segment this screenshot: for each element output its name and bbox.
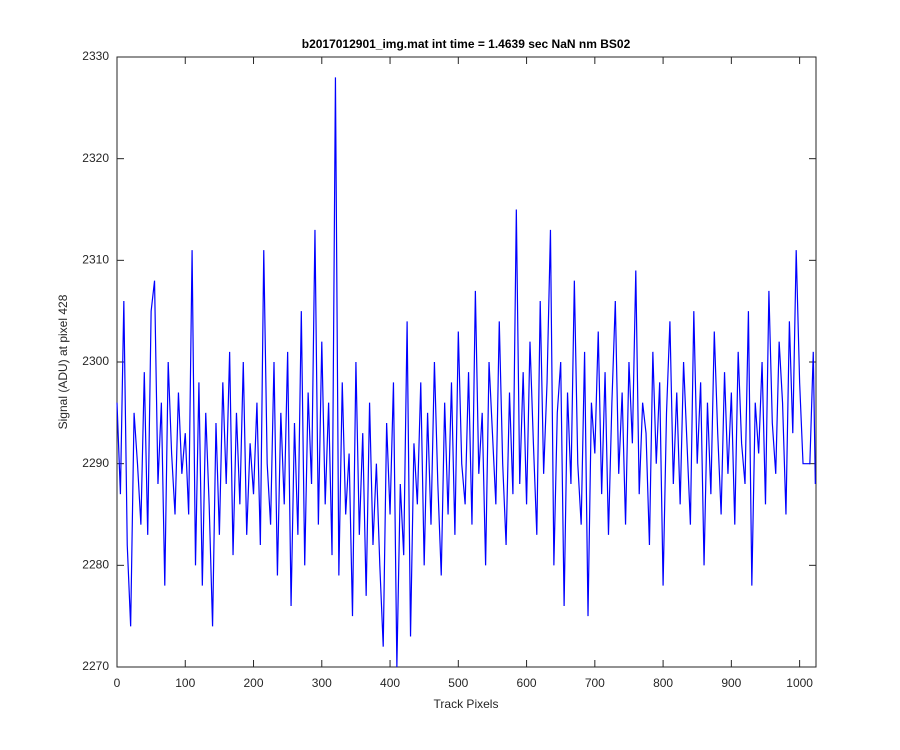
y-tick-label: 2310 [82, 253, 109, 267]
x-tick-label: 700 [585, 676, 605, 690]
x-tick-label: 900 [721, 676, 741, 690]
y-tick-label: 2280 [82, 558, 109, 572]
x-axis-label: Track Pixels [434, 697, 499, 711]
plot-area [116, 56, 817, 668]
x-tick-label: 500 [448, 676, 468, 690]
chart-title: b2017012901_img.mat int time = 1.4639 se… [302, 37, 631, 51]
y-axis-label: Signal (ADU) at pixel 428 [56, 294, 70, 429]
x-tick-label: 200 [244, 676, 264, 690]
data-line [116, 77, 816, 668]
x-tick-label: 600 [517, 676, 537, 690]
x-tick-label: 0 [114, 676, 121, 690]
y-tick-label: 2290 [82, 456, 109, 470]
x-tick-label: 1000 [786, 676, 813, 690]
x-tick-label: 300 [312, 676, 332, 690]
y-tick-label: 2330 [82, 49, 109, 63]
x-tick-label: 400 [380, 676, 400, 690]
y-tick-label: 2320 [82, 151, 109, 165]
x-tick-label: 100 [175, 676, 195, 690]
y-tick-label: 2270 [82, 659, 109, 673]
y-tick-label: 2300 [82, 354, 109, 368]
x-tick-label: 800 [653, 676, 673, 690]
